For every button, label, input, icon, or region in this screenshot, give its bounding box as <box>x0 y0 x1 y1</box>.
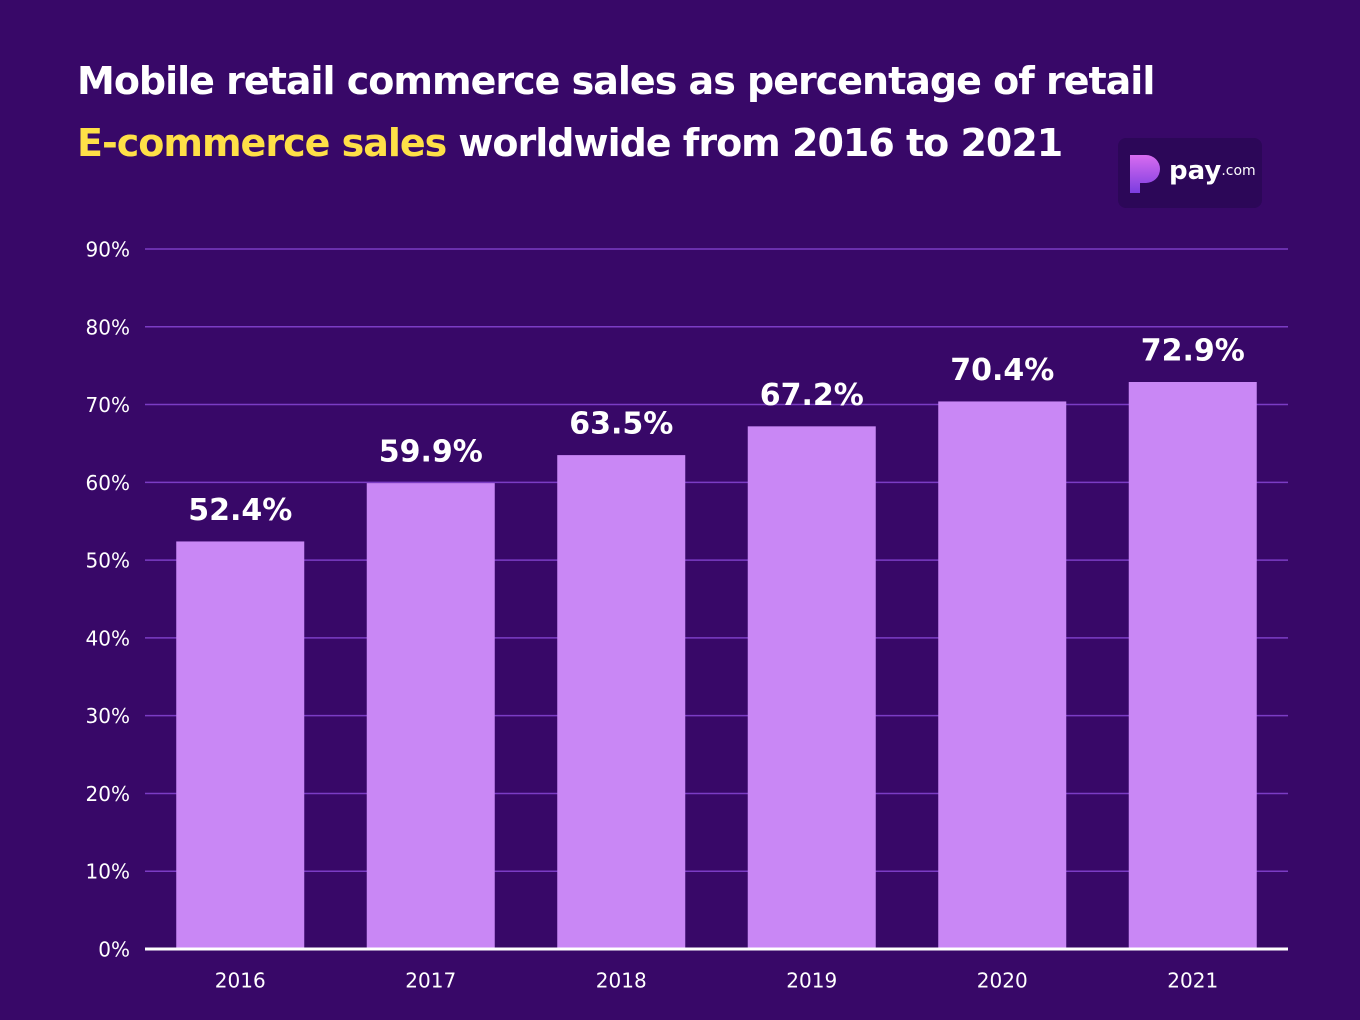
logo-box <box>1118 138 1262 208</box>
bar <box>747 426 876 949</box>
y-tick-label: 90% <box>86 238 130 262</box>
title-rest: worldwide from 2016 to 2021 <box>458 121 1062 165</box>
x-tick-label: 2019 <box>786 969 837 993</box>
bar <box>938 401 1067 949</box>
y-tick-label: 80% <box>86 315 130 339</box>
y-tick-label: 40% <box>86 626 130 650</box>
title-highlight: E-commerce sales <box>77 121 446 165</box>
value-label: 67.2% <box>760 378 864 413</box>
x-tick-label: 2021 <box>1167 969 1218 993</box>
logo-suffix: .com <box>1221 163 1255 179</box>
bar <box>176 541 305 949</box>
value-label: 59.9% <box>379 435 483 470</box>
x-tick-label: 2020 <box>977 969 1028 993</box>
value-label: 72.9% <box>1141 334 1245 369</box>
y-tick-label: 60% <box>86 471 130 495</box>
bar <box>557 455 686 949</box>
logo-text: pay.com <box>1169 156 1256 186</box>
x-tick-label: 2018 <box>596 969 647 993</box>
value-label: 63.5% <box>569 407 673 442</box>
logo-icon <box>1130 155 1160 193</box>
bar <box>1128 382 1257 949</box>
y-tick-label: 10% <box>86 860 130 884</box>
logo: pay.com <box>1118 138 1262 208</box>
y-tick-label: 70% <box>86 393 130 417</box>
y-tick-label: 20% <box>86 782 130 806</box>
x-tick-label: 2017 <box>405 969 456 993</box>
logo-name: pay <box>1169 156 1221 186</box>
y-tick-label: 0% <box>98 938 130 962</box>
chart-title-line2: E-commerce sales worldwide from 2016 to 2… <box>77 121 1062 165</box>
y-tick-label: 50% <box>86 549 130 573</box>
bar <box>366 483 495 949</box>
value-label: 52.4% <box>188 493 292 528</box>
y-tick-label: 30% <box>86 704 130 728</box>
x-tick-label: 2016 <box>215 969 266 993</box>
chart-title-line1: Mobile retail commerce sales as percenta… <box>77 59 1154 103</box>
value-label: 70.4% <box>950 353 1054 388</box>
